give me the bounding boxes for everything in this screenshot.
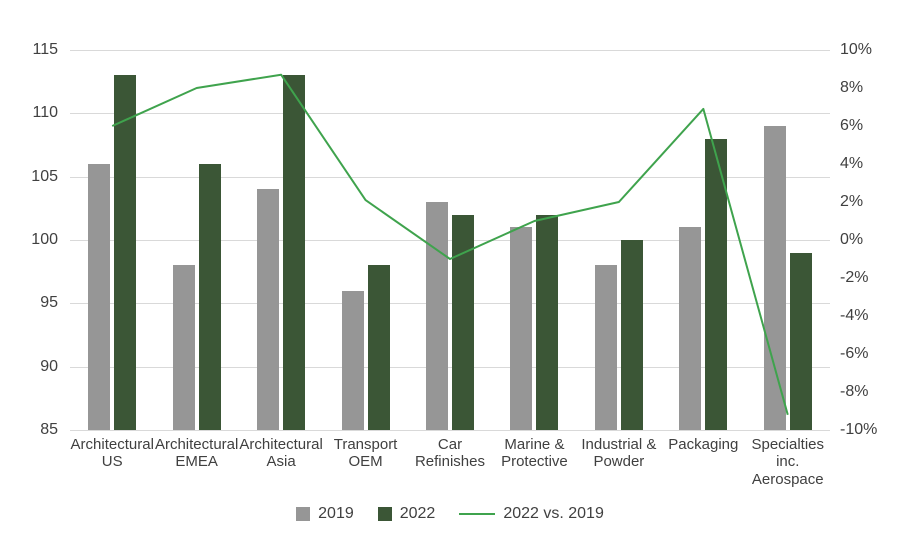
y-right-tick: 0%	[840, 232, 863, 248]
legend-item: 2022	[378, 505, 436, 523]
x-tick-label: Architectural EMEA	[154, 436, 238, 471]
combo-chart: 85 90 95 100 105 110 115 -10% -8% -6% -4% -2% 0% 2% 4…	[0, 0, 900, 550]
y-right-tick: 6%	[840, 118, 863, 134]
x-tick-label: Industrial & Powder	[577, 436, 661, 471]
y-left-tick: 95	[0, 295, 58, 311]
y-right-tick: 4%	[840, 156, 863, 172]
legend-label: 2022	[400, 505, 436, 523]
legend: 2019 2022 2022 vs. 2019	[0, 505, 900, 523]
x-tick-label: Packaging	[661, 436, 745, 453]
y-right-tick: -10%	[840, 422, 877, 438]
legend-item: 2019	[296, 505, 354, 523]
y-right-tick: -8%	[840, 384, 868, 400]
y-right-tick: 8%	[840, 80, 863, 96]
y-right-tick: -6%	[840, 346, 868, 362]
legend-label: 2022 vs. 2019	[503, 505, 604, 523]
y-left-tick: 115	[0, 42, 58, 58]
line-series	[70, 50, 830, 430]
legend-label: 2019	[318, 505, 354, 523]
x-tick-label: Architectural Asia	[239, 436, 323, 471]
legend-swatch	[296, 507, 310, 521]
y-left-tick: 85	[0, 422, 58, 438]
y-left-tick: 105	[0, 169, 58, 185]
x-tick-label: Car Refinishes	[408, 436, 492, 471]
x-tick-label: Architectural US	[70, 436, 154, 471]
y-right-tick: 10%	[840, 42, 872, 58]
x-tick-label: Transport OEM	[323, 436, 407, 471]
legend-line-swatch	[459, 513, 495, 515]
legend-item: 2022 vs. 2019	[459, 505, 604, 523]
x-tick-label: Marine & Protective	[492, 436, 576, 471]
y-right-tick: -2%	[840, 270, 868, 286]
y-right-tick: -4%	[840, 308, 868, 324]
x-tick-label: Specialties inc. Aerospace	[746, 436, 830, 488]
y-left-tick: 90	[0, 359, 58, 375]
y-left-tick: 100	[0, 232, 58, 248]
y-right-tick: 2%	[840, 194, 863, 210]
legend-swatch	[378, 507, 392, 521]
y-left-tick: 110	[0, 105, 58, 121]
